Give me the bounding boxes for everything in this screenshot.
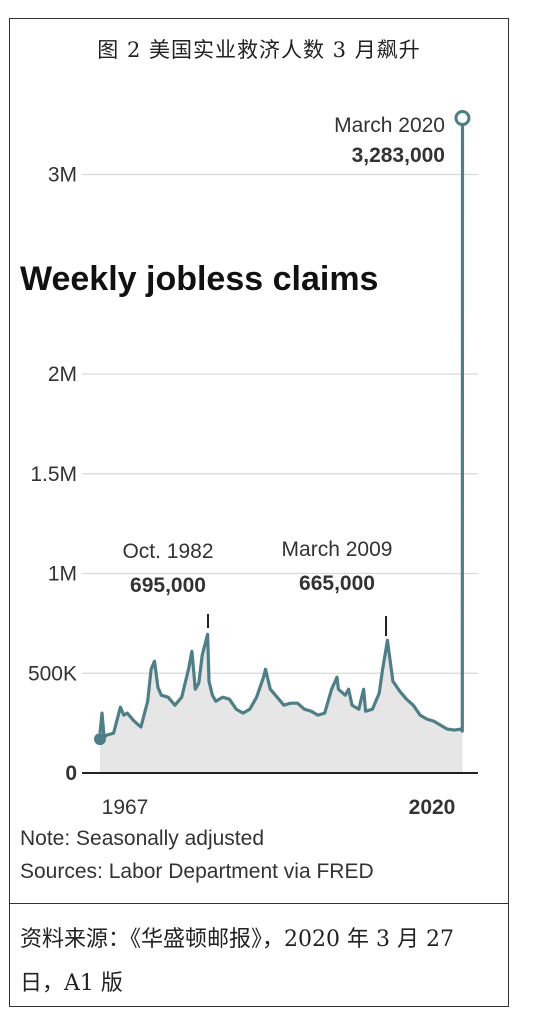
note-text: Note: Seasonally adjusted — [20, 827, 264, 850]
annotation-value: 695,000 — [130, 574, 206, 597]
y-tick-label: 1.5M — [30, 463, 77, 486]
annotation-label: Oct. 1982 — [122, 540, 213, 563]
x-tick-label-start: 1967 — [102, 796, 149, 819]
jobless-claims-chart: 0 500K 1M 1.5M 2M 3M Weekly jobless claims Oc… — [20, 110, 478, 883]
y-tick-label: 3M — [48, 164, 77, 187]
claims-line — [98, 117, 465, 739]
annotation-value: 3,283,000 — [352, 144, 445, 167]
figure-title: 图 2 美国实业救济人数 3 月飙升 — [97, 38, 421, 62]
annotations: Oct. 1982 695,000 March 2009 665,000 March 2… — [122, 114, 445, 636]
y-tick-label: 0 — [65, 762, 77, 785]
annotation-label: March 2020 — [334, 114, 445, 137]
gridlines — [82, 173, 478, 674]
claims-area — [100, 118, 463, 773]
y-tick-labels: 0 500K 1M 1.5M 2M 3M — [28, 164, 77, 786]
sources-text: Sources: Labor Department via FRED — [20, 860, 374, 883]
figure-frame — [9, 18, 509, 1007]
y-tick-label: 500K — [28, 662, 77, 685]
chart-title: Weekly jobless claims — [20, 260, 378, 298]
series-start-dot — [94, 733, 106, 746]
annotation-label: March 2009 — [282, 538, 393, 561]
annotation-value: 665,000 — [299, 572, 375, 595]
y-tick-label: 2M — [48, 363, 77, 386]
source-separator — [9, 903, 509, 904]
x-tick-label-end: 2020 — [409, 796, 456, 819]
series-end-dot — [454, 110, 471, 127]
source-citation: 资料来源：《华盛顿邮报》，2020 年 3 月 27 日，A1 版 — [20, 927, 454, 996]
y-tick-label: 1M — [48, 563, 77, 586]
